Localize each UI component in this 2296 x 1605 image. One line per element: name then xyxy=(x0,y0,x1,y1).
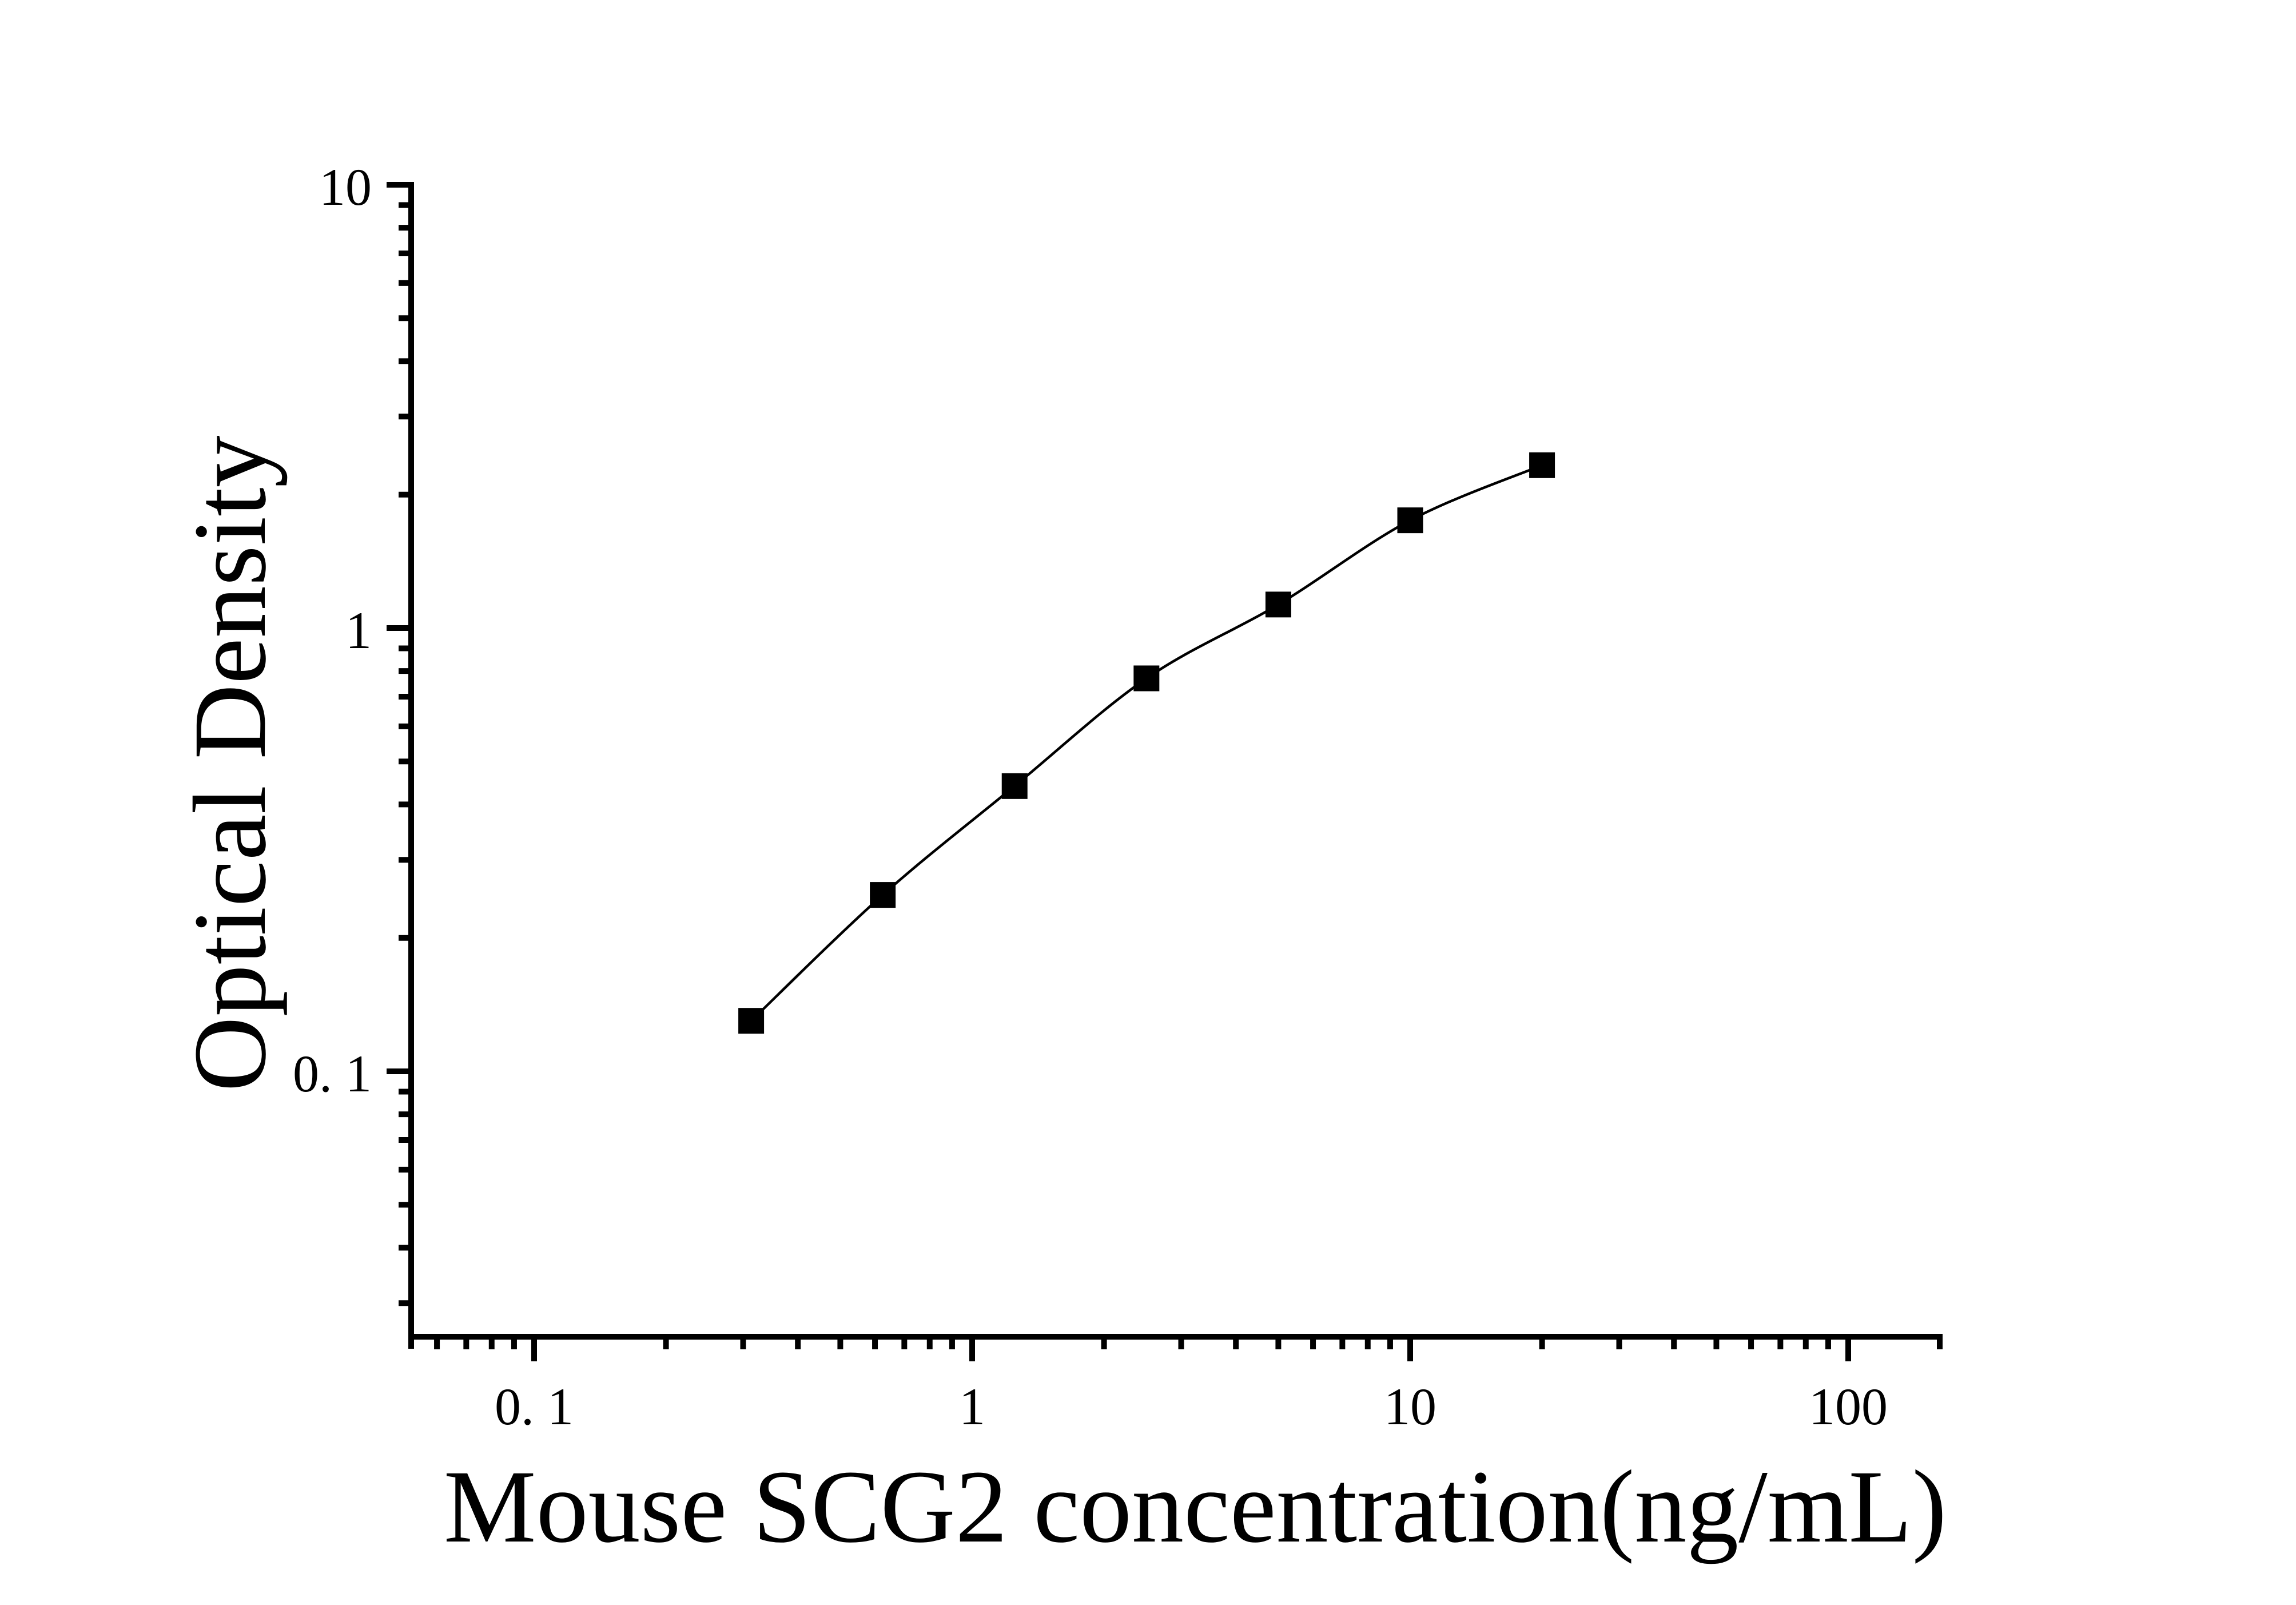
y-tick-label: 0. 1 xyxy=(293,1044,372,1103)
x-tick-label: 10 xyxy=(1384,1377,1437,1436)
plot-axes: 0. 1 1 10 0. 1 1 10 100 xyxy=(293,158,1943,1436)
y-tick-label: 10 xyxy=(319,158,372,216)
x-tick-label: 0. 1 xyxy=(495,1377,574,1436)
data-point-marker xyxy=(870,882,896,908)
data-point-marker xyxy=(1265,591,1291,618)
x-axis-title: Mouse SCG2 concentration(ng/mL) xyxy=(444,1449,1947,1564)
data-point-marker xyxy=(738,1008,765,1034)
data-point-marker xyxy=(1529,452,1555,478)
y-axis-tick-labels: 0. 1 1 10 xyxy=(293,158,372,1103)
data-point-marker xyxy=(1001,773,1028,799)
y-axis-ticks xyxy=(387,182,408,1306)
x-tick-label: 1 xyxy=(959,1377,985,1436)
data-point-marker xyxy=(1397,507,1423,534)
x-axis-tick-labels: 0. 1 1 10 100 xyxy=(495,1377,1888,1436)
y-axis-title: Optical Density xyxy=(173,435,288,1091)
curve-line xyxy=(750,464,1543,1022)
data-point-markers xyxy=(738,452,1555,1034)
x-tick-label: 100 xyxy=(1809,1377,1888,1436)
x-axis-ticks xyxy=(434,1340,1943,1361)
data-point-marker xyxy=(1133,665,1160,692)
y-tick-label: 1 xyxy=(345,601,372,660)
